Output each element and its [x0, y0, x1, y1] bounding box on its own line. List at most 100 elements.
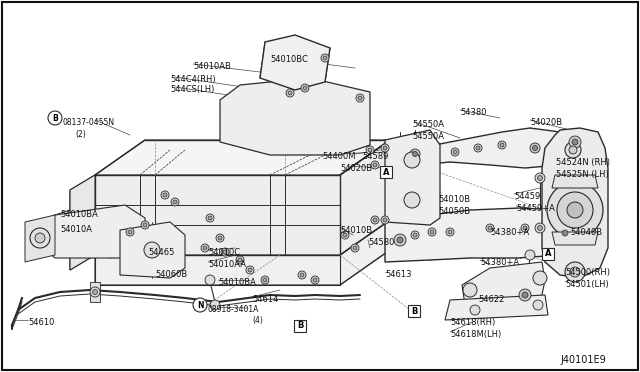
Circle shape — [35, 233, 45, 243]
Circle shape — [236, 256, 244, 264]
Text: 54010B: 54010B — [340, 226, 372, 235]
Polygon shape — [462, 262, 545, 315]
Circle shape — [538, 176, 543, 180]
Circle shape — [488, 226, 492, 230]
Circle shape — [238, 258, 242, 262]
Text: 54050B: 54050B — [438, 207, 470, 216]
Text: 54020B: 54020B — [530, 118, 562, 127]
Circle shape — [144, 242, 160, 258]
Text: 08137-0455N: 08137-0455N — [62, 118, 114, 127]
Circle shape — [126, 228, 134, 236]
Circle shape — [448, 230, 452, 234]
Circle shape — [404, 152, 420, 168]
Circle shape — [300, 273, 304, 277]
Polygon shape — [385, 128, 575, 168]
Circle shape — [470, 305, 480, 315]
Circle shape — [351, 244, 359, 252]
Polygon shape — [95, 140, 390, 255]
Circle shape — [303, 86, 307, 90]
Circle shape — [530, 143, 540, 153]
Polygon shape — [220, 78, 370, 155]
Circle shape — [301, 84, 309, 92]
Text: 544C4(RH): 544C4(RH) — [170, 75, 216, 84]
Circle shape — [533, 271, 547, 285]
Circle shape — [163, 193, 167, 197]
Circle shape — [413, 151, 417, 157]
Circle shape — [341, 231, 349, 239]
Bar — [542, 248, 554, 260]
Text: 54465: 54465 — [148, 248, 174, 257]
Circle shape — [381, 144, 389, 152]
Circle shape — [569, 136, 581, 148]
Polygon shape — [552, 232, 598, 245]
Circle shape — [498, 141, 506, 149]
Polygon shape — [70, 175, 95, 270]
Text: 54459+A: 54459+A — [516, 204, 555, 213]
Circle shape — [128, 230, 132, 234]
Polygon shape — [40, 205, 145, 258]
Text: B: B — [52, 113, 58, 122]
Circle shape — [201, 244, 209, 252]
Circle shape — [394, 234, 406, 246]
Text: 54618M(LH): 54618M(LH) — [450, 330, 501, 339]
Circle shape — [428, 228, 436, 236]
Circle shape — [547, 182, 603, 238]
Text: 54400M: 54400M — [322, 152, 355, 161]
Circle shape — [298, 271, 306, 279]
Circle shape — [206, 214, 214, 222]
Text: B: B — [411, 307, 417, 315]
Circle shape — [261, 276, 269, 284]
Text: 54610: 54610 — [28, 318, 54, 327]
Circle shape — [246, 266, 254, 274]
Circle shape — [411, 231, 419, 239]
Circle shape — [93, 289, 97, 295]
Text: 54525N (LH): 54525N (LH) — [556, 170, 609, 179]
Circle shape — [311, 276, 319, 284]
Circle shape — [366, 146, 374, 154]
Circle shape — [343, 233, 347, 237]
Circle shape — [520, 290, 530, 300]
Circle shape — [141, 221, 149, 229]
Circle shape — [371, 161, 379, 169]
Circle shape — [410, 149, 420, 159]
Circle shape — [397, 237, 403, 243]
Circle shape — [523, 226, 527, 230]
Circle shape — [313, 278, 317, 282]
Text: 54010AB: 54010AB — [193, 62, 231, 71]
Text: 54010BA: 54010BA — [218, 278, 256, 287]
Polygon shape — [445, 295, 548, 320]
Circle shape — [48, 111, 62, 125]
Text: 54501(LH): 54501(LH) — [565, 280, 609, 289]
Polygon shape — [120, 222, 185, 278]
Text: 54020B: 54020B — [340, 164, 372, 173]
Text: 54589: 54589 — [362, 152, 388, 161]
Polygon shape — [385, 130, 440, 225]
Text: 54618(RH): 54618(RH) — [450, 318, 495, 327]
Circle shape — [538, 225, 543, 231]
Circle shape — [223, 250, 227, 254]
Circle shape — [368, 148, 372, 152]
Circle shape — [474, 144, 482, 152]
Text: 54380: 54380 — [460, 108, 486, 117]
Text: 54500(RH): 54500(RH) — [565, 268, 610, 277]
Circle shape — [522, 292, 528, 298]
Circle shape — [383, 218, 387, 222]
Circle shape — [193, 298, 207, 312]
Polygon shape — [95, 140, 390, 175]
Text: 54060B: 54060B — [155, 270, 188, 279]
Circle shape — [358, 96, 362, 100]
Text: (4): (4) — [252, 316, 263, 325]
Circle shape — [171, 198, 179, 206]
Circle shape — [404, 192, 420, 208]
Circle shape — [565, 142, 581, 158]
Polygon shape — [385, 208, 580, 262]
Circle shape — [559, 227, 571, 239]
Circle shape — [263, 278, 267, 282]
Polygon shape — [70, 175, 95, 270]
Circle shape — [248, 268, 252, 272]
Polygon shape — [542, 128, 608, 278]
Circle shape — [30, 228, 50, 248]
Circle shape — [90, 287, 100, 297]
Circle shape — [373, 163, 377, 167]
Circle shape — [557, 192, 593, 228]
